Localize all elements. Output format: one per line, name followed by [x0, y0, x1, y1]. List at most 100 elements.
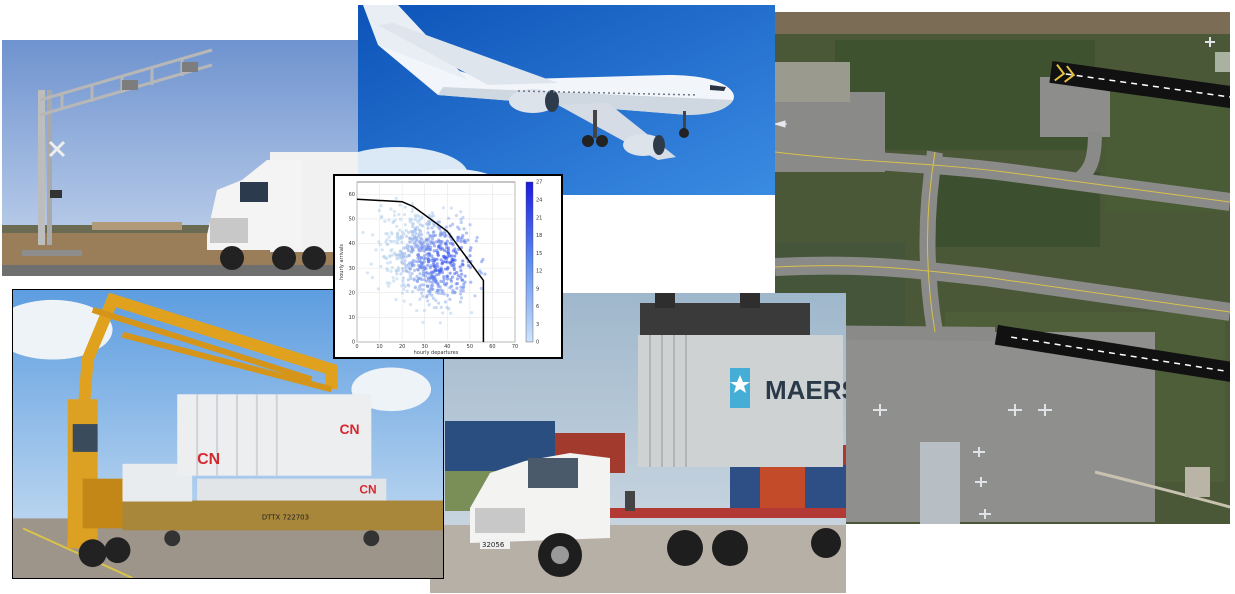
scatter-point: [432, 249, 436, 253]
scatter-point: [441, 280, 445, 284]
scatter-point: [460, 262, 464, 266]
scatter-point: [422, 277, 427, 282]
scatter-point: [395, 232, 400, 236]
scatter-point: [401, 279, 405, 283]
scatter-point: [379, 264, 383, 268]
scatter-point: [403, 252, 407, 256]
scatter-point: [418, 297, 422, 301]
colorbar-tick-label: 0: [536, 340, 539, 346]
scatter-point: [417, 276, 421, 281]
x-tick-labels: 0 10 20 30 40 50 60 70: [355, 344, 518, 350]
scatter-point: [445, 246, 449, 250]
scatter-point: [450, 275, 455, 279]
scatter-point: [408, 303, 413, 307]
scatter-point: [456, 273, 460, 278]
scatter-point: [449, 206, 453, 210]
scatter-point: [413, 227, 417, 231]
scatter-point: [451, 288, 455, 293]
y-tick-label: 10: [349, 315, 355, 321]
colorbar-tick-label: 18: [536, 233, 542, 239]
scatter-point: [415, 309, 419, 313]
scatter-point: [425, 242, 430, 246]
scatter-point: [453, 250, 458, 254]
scatter-point: [436, 282, 440, 286]
scatter-point: [430, 254, 434, 258]
scatter-point: [395, 257, 399, 261]
scatter-point: [400, 230, 404, 234]
scatter-point: [394, 297, 398, 302]
scatter-point: [468, 254, 472, 258]
scatter-point: [431, 287, 435, 292]
scatter-point: [391, 276, 395, 280]
scatter-point: [430, 280, 434, 284]
y-axis-label: hourly arrivals: [339, 244, 345, 280]
scatter-point: [410, 209, 414, 214]
scatter-point: [371, 233, 375, 237]
scatter-point: [420, 261, 424, 265]
scatter-point: [408, 274, 412, 278]
scatter-point: [390, 232, 394, 236]
scatter-point: [396, 266, 400, 270]
scatter-point: [475, 235, 479, 240]
scatter-point: [408, 220, 412, 224]
scatter-point: [385, 281, 389, 285]
scatter-point: [392, 279, 396, 283]
scatter-point: [405, 289, 409, 293]
cn-logo-text-secondary: CN: [339, 421, 359, 437]
y-tick-label: 20: [349, 290, 355, 296]
scatter-point: [453, 291, 457, 295]
scatter-point: [431, 275, 435, 279]
scatter-point: [438, 285, 442, 289]
scatter-point: [458, 292, 463, 296]
scatter-point: [430, 258, 434, 262]
scatter-point: [426, 277, 431, 281]
scatter-point: [403, 223, 407, 227]
x-tick-label: 30: [422, 344, 428, 350]
scatter-point: [463, 280, 467, 284]
scatter-point: [452, 265, 456, 269]
scatter-point: [478, 269, 482, 273]
colorbar-tick-label: 21: [536, 215, 542, 221]
scatter-point: [411, 290, 415, 294]
scatter-point: [458, 275, 463, 279]
scatter-point: [427, 303, 431, 307]
scatter-point: [390, 247, 394, 252]
scatter-point: [432, 230, 436, 234]
scatter-point: [387, 218, 391, 222]
scatter-point: [422, 309, 427, 313]
scatter-point: [422, 254, 427, 258]
scatter-point: [398, 253, 402, 257]
scatter-point: [456, 235, 460, 239]
scatter-point: [429, 234, 433, 238]
scatter-point: [386, 268, 390, 273]
x-tick-label: 0: [355, 344, 358, 350]
scatter-point: [461, 215, 465, 220]
scatter-point: [396, 236, 400, 240]
scatter-point: [444, 243, 449, 247]
scatter-point: [434, 298, 438, 303]
scatter-point: [400, 291, 404, 295]
scatter-point: [429, 271, 433, 275]
scatter-point: [417, 254, 421, 259]
scatter-point: [461, 259, 465, 263]
scatter-point: [401, 276, 406, 280]
scatter-point: [403, 205, 407, 209]
scatter-point: [430, 226, 434, 230]
scatter-point: [436, 264, 440, 269]
scatter-point: [418, 240, 422, 244]
scatter-point: [483, 272, 487, 276]
scatter-point: [400, 240, 404, 244]
scatter-point: [403, 262, 407, 266]
scatter-point: [405, 243, 409, 247]
scatter-point: [388, 260, 393, 264]
scatter-point: [418, 223, 422, 227]
scatter-point: [430, 293, 434, 297]
scatter-point: [429, 245, 433, 249]
scatter-point: [414, 218, 418, 222]
scatter-point: [409, 276, 413, 281]
scatter-point: [448, 297, 452, 301]
scatter-point: [401, 269, 405, 273]
scatter-point: [445, 239, 449, 243]
scatter-point: [433, 278, 437, 282]
